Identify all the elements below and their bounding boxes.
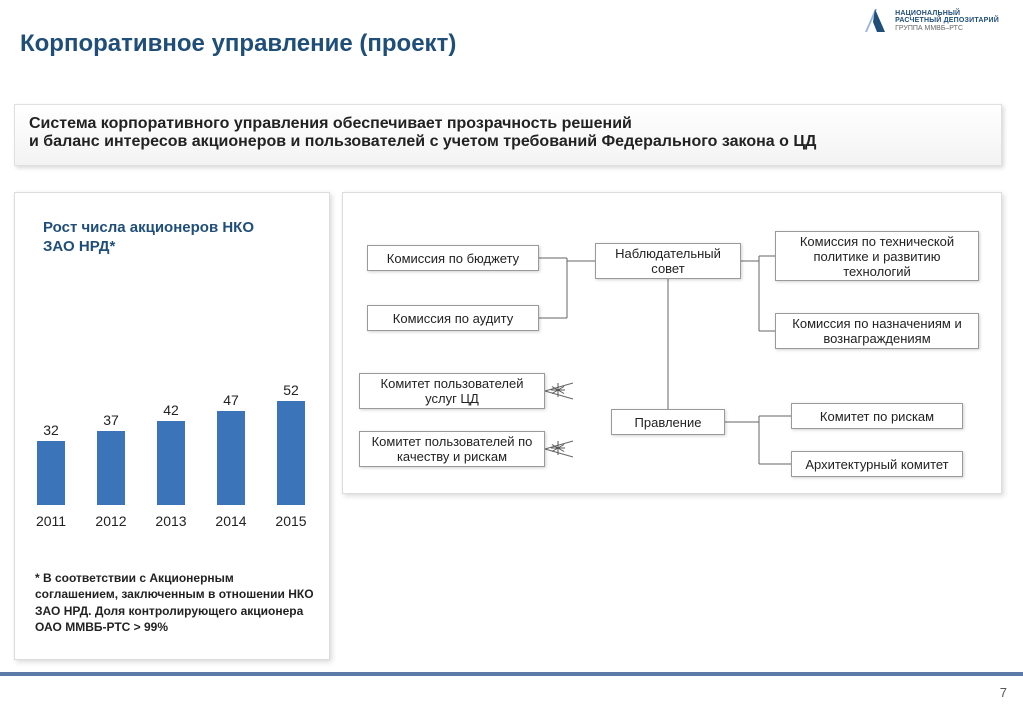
chart-title: Рост числа акционеров НКО ЗАО НРД* <box>43 219 283 257</box>
bar-slot: 422013 <box>141 402 201 505</box>
bar-slot: 522015 <box>261 382 321 505</box>
bar-value-label: 52 <box>261 382 321 398</box>
bar-value-label: 32 <box>21 422 81 438</box>
org-node-users_cd: Комитет пользователей услуг ЦД <box>359 373 545 409</box>
bottom-accent-rule <box>0 672 1023 676</box>
bar <box>97 431 125 505</box>
org-node-arch: Архитектурный комитет <box>791 451 963 477</box>
bar <box>37 441 65 505</box>
bar-value-label: 42 <box>141 402 201 418</box>
page-number: 7 <box>1000 685 1007 700</box>
chart-footnote: * В соответствии с Акционерным соглашени… <box>35 570 315 635</box>
org-node-tech: Комиссия по технической политике и разви… <box>775 231 979 281</box>
bar-slot: 472014 <box>201 392 261 505</box>
bar-category-label: 2014 <box>201 513 261 529</box>
bar-category-label: 2012 <box>81 513 141 529</box>
bar-chart: 322011372012422013472014522015 <box>15 303 331 533</box>
bar-slot: 322011 <box>21 422 81 505</box>
subtitle-banner: Система корпоративного управления обеспе… <box>14 104 1002 166</box>
bar <box>277 401 305 505</box>
page-title: Корпоративное управление (проект) <box>20 30 456 58</box>
bar-category-label: 2013 <box>141 513 201 529</box>
org-node-audit: Комиссия по аудиту <box>367 305 539 331</box>
org-node-mgmt: Правление <box>611 409 725 435</box>
connector-asterisk-icon <box>551 441 565 455</box>
bar-category-label: 2015 <box>261 513 321 529</box>
bar-slot: 372012 <box>81 412 141 505</box>
bar <box>217 411 245 505</box>
bar <box>157 421 185 505</box>
panel-org-chart: Комиссия по бюджету Комиссия по аудиту Ком… <box>342 192 1002 494</box>
org-node-users_qr: Комитет пользователей по качеству и риск… <box>359 431 545 467</box>
bar-value-label: 37 <box>81 412 141 428</box>
connector-asterisk-icon <box>551 383 565 397</box>
logo-text-line2: РАСЧЕТНЫЙ ДЕПОЗИТАРИЙ <box>895 17 999 24</box>
org-node-board: Наблюдательный совет <box>595 243 741 279</box>
org-logo: НАЦИОНАЛЬНЫЙ РАСЧЕТНЫЙ ДЕПОЗИТАРИЙ ГРУПП… <box>861 6 999 36</box>
logo-text-line3: ГРУППА ММВБ–РТС <box>895 25 999 32</box>
bar-category-label: 2011 <box>21 513 81 529</box>
panel-shareholders-chart: Рост числа акционеров НКО ЗАО НРД* 32201… <box>14 192 330 660</box>
org-node-nomrem: Комиссия по назначениям и вознаграждения… <box>775 313 979 349</box>
bar-value-label: 47 <box>201 392 261 408</box>
logo-mark-icon <box>861 6 889 36</box>
org-node-budget: Комиссия по бюджету <box>367 245 539 271</box>
org-node-risk: Комитет по рискам <box>791 403 963 429</box>
